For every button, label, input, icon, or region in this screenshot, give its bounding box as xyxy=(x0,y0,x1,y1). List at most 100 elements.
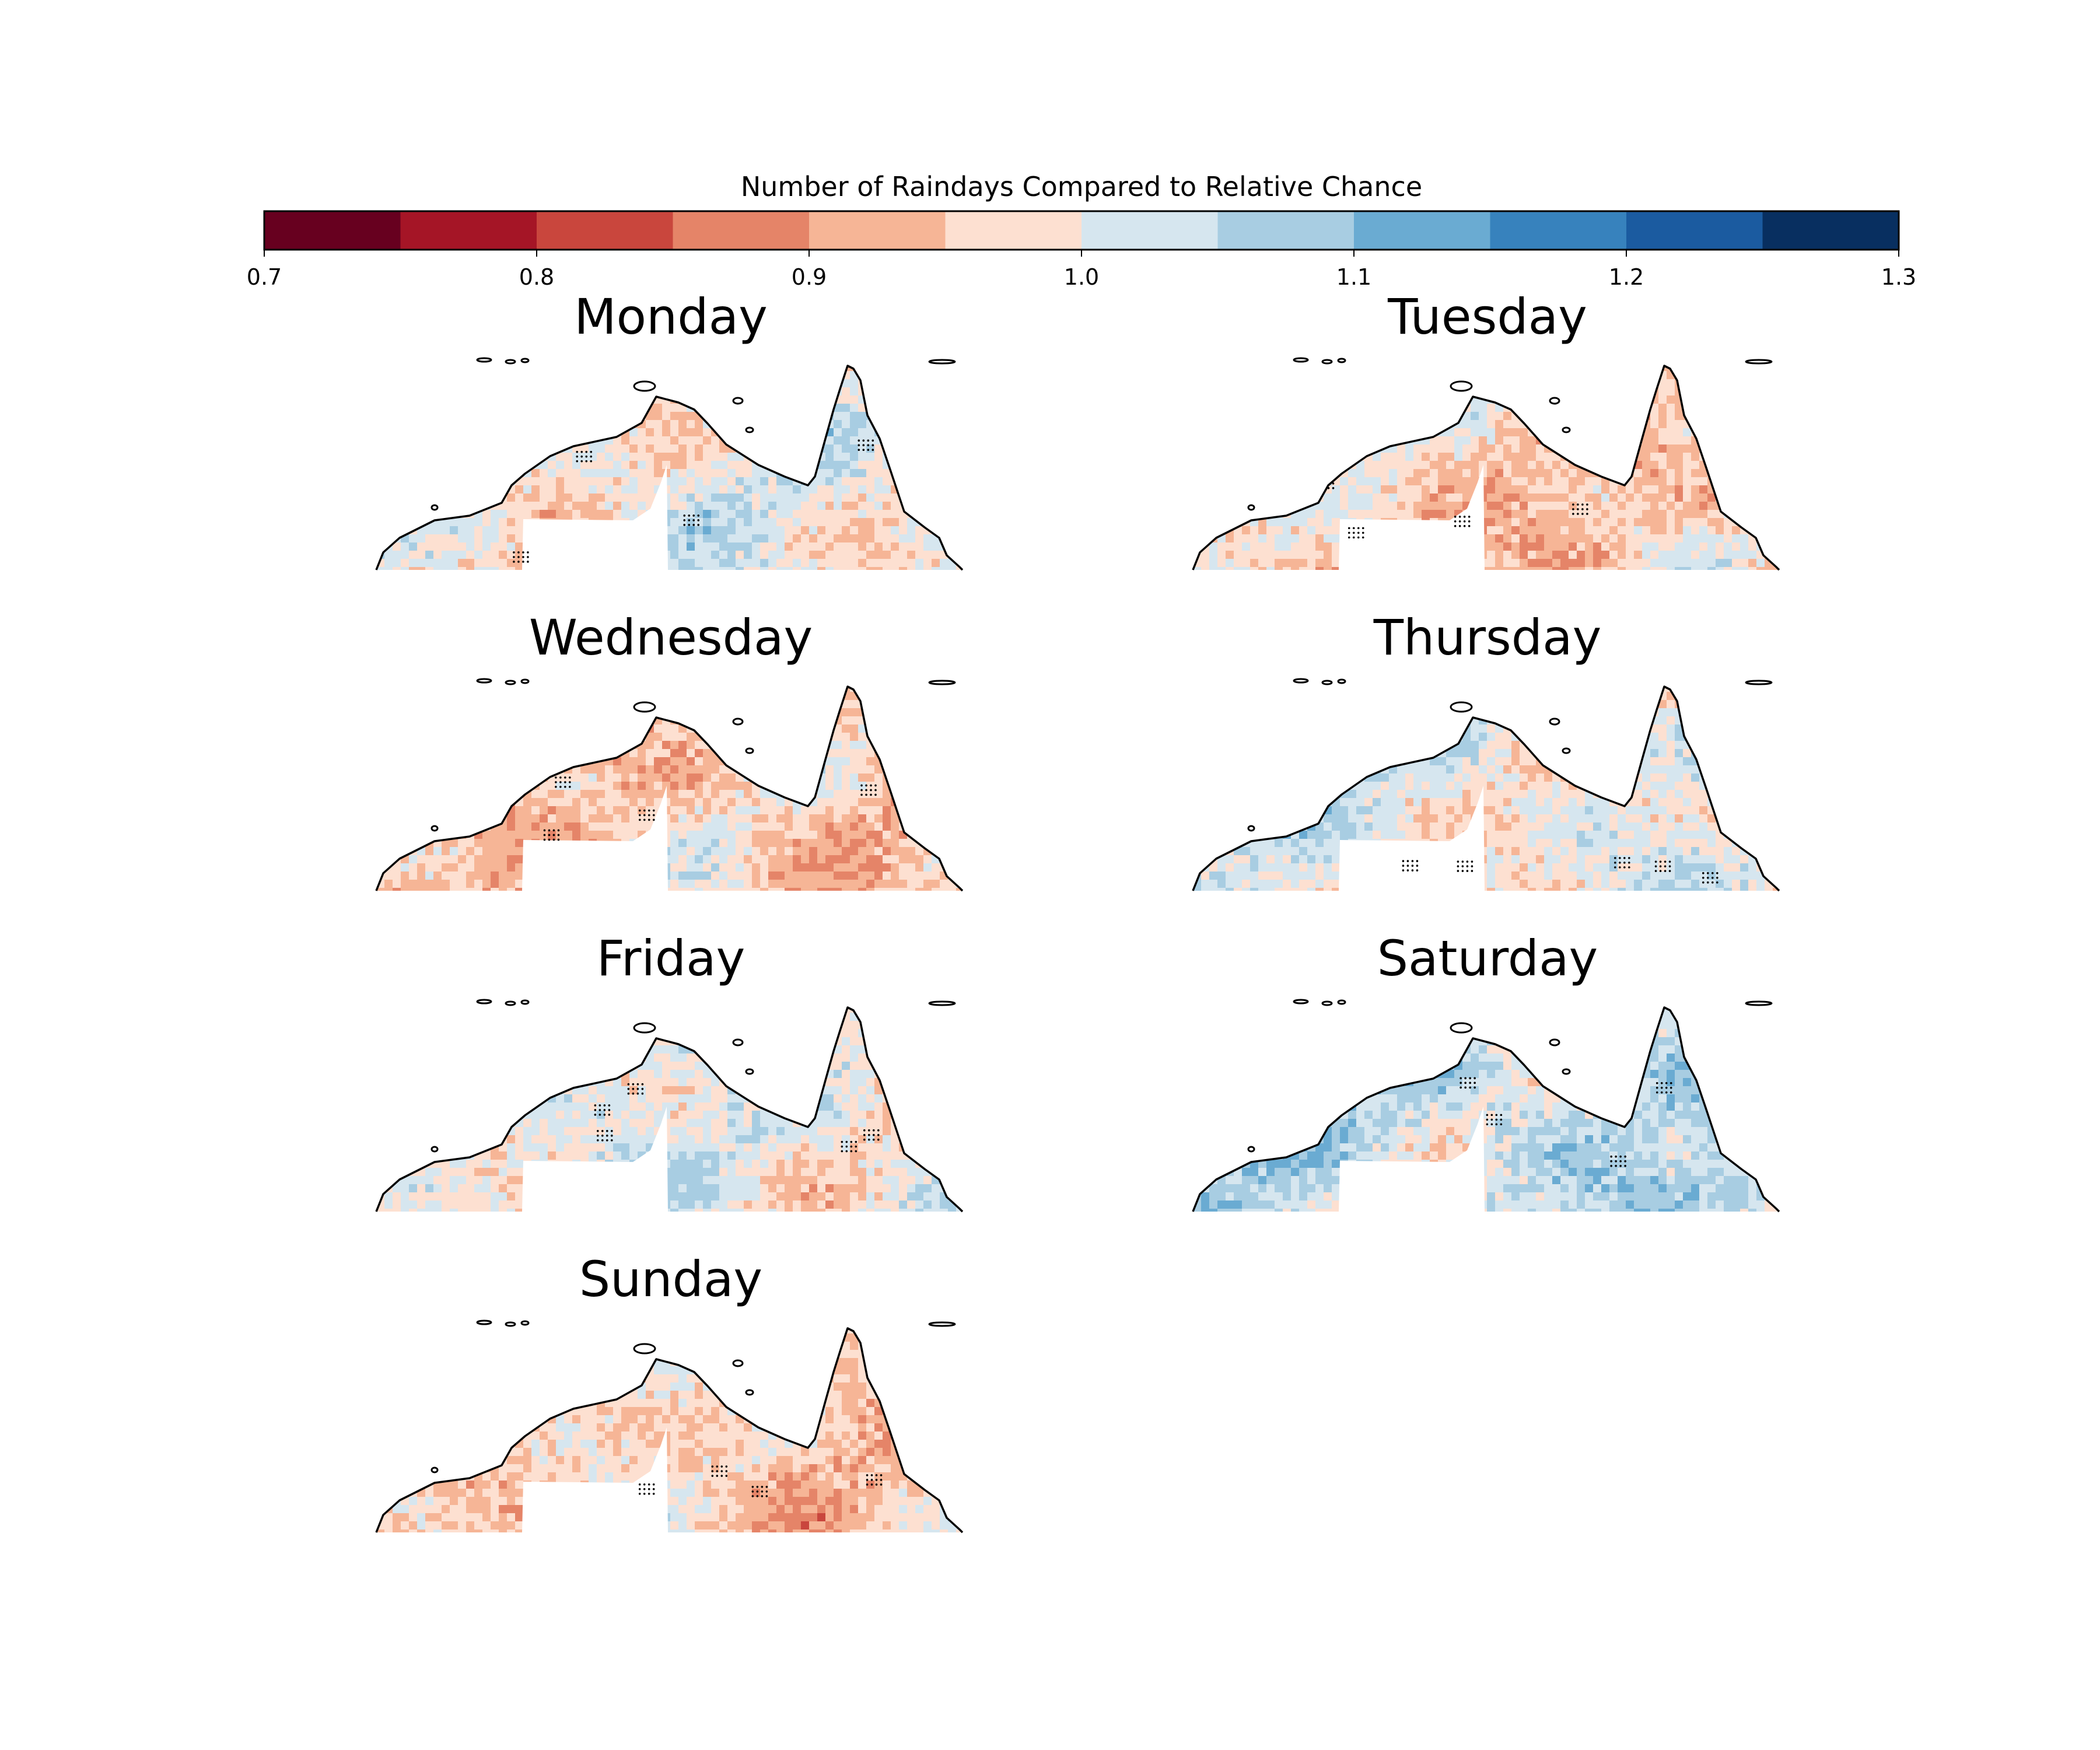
grid-cell xyxy=(605,485,614,494)
grid-cell xyxy=(915,387,924,396)
grid-cell xyxy=(915,436,924,445)
grid-cell xyxy=(1773,387,1779,396)
grid-cell xyxy=(482,518,491,527)
grid-cell xyxy=(425,692,434,701)
grid-cell xyxy=(629,444,638,453)
grid-cell xyxy=(580,366,589,372)
grid-cell xyxy=(956,366,963,372)
grid-cell xyxy=(556,510,565,519)
grid-cell xyxy=(825,371,834,380)
grid-cell xyxy=(597,790,606,799)
grid-cell xyxy=(817,687,826,692)
grid-cell xyxy=(760,469,769,478)
grid-cell xyxy=(1348,477,1357,486)
grid-cell xyxy=(687,453,695,461)
grid-cell xyxy=(948,700,957,709)
grid-cell xyxy=(809,757,818,766)
grid-cell xyxy=(531,366,540,372)
grid-cell xyxy=(589,477,597,486)
grid-cell xyxy=(1707,461,1716,470)
grid-cell xyxy=(801,404,810,412)
grid-cell xyxy=(629,749,638,758)
grid-cell xyxy=(556,396,565,404)
grid-cell xyxy=(1226,379,1234,388)
stipple-dot xyxy=(1709,437,1711,440)
grid-cell xyxy=(907,790,916,799)
grid-cell xyxy=(1430,453,1438,461)
grid-cell xyxy=(744,551,752,559)
grid-cell xyxy=(417,567,426,570)
grid-cell xyxy=(1266,526,1275,535)
stipple-dot xyxy=(1709,442,1711,444)
grid-cell xyxy=(1454,428,1463,437)
grid-cell xyxy=(956,485,963,494)
grid-cell xyxy=(956,708,963,717)
grid-cell xyxy=(899,765,908,774)
grid-cell xyxy=(442,420,450,429)
grid-cell xyxy=(629,477,638,486)
grid-cell xyxy=(597,379,606,388)
grid-cell xyxy=(621,741,630,750)
grid-cell xyxy=(474,461,483,470)
grid-cell xyxy=(891,436,900,445)
grid-cell xyxy=(1748,551,1757,559)
grid-cell xyxy=(1626,379,1634,388)
grid-cell xyxy=(1520,436,1528,445)
grid-cell xyxy=(1479,420,1488,429)
grid-cell xyxy=(719,749,728,758)
grid-cell xyxy=(923,567,932,570)
grid-cell xyxy=(564,502,573,510)
grid-cell xyxy=(572,436,581,445)
grid-cell xyxy=(474,716,483,725)
grid-cell xyxy=(1462,371,1471,380)
grid-cell xyxy=(662,453,671,461)
grid-cell xyxy=(1691,371,1700,380)
grid-cell xyxy=(1773,485,1779,494)
stipple-dot xyxy=(517,556,520,558)
grid-cell xyxy=(1748,428,1757,437)
grid-cell xyxy=(1471,366,1479,372)
stipple-dot xyxy=(513,556,515,558)
grid-cell xyxy=(621,494,630,502)
grid-cell xyxy=(442,436,450,445)
grid-cell xyxy=(450,420,459,429)
grid-cell xyxy=(1732,371,1741,380)
grid-cell xyxy=(1511,518,1520,527)
grid-cell xyxy=(1307,366,1316,372)
grid-cell xyxy=(874,518,883,527)
grid-cell xyxy=(687,741,695,750)
grid-cell xyxy=(425,396,434,404)
grid-cell xyxy=(589,404,597,412)
grid-cell xyxy=(801,396,810,404)
grid-cell xyxy=(932,510,940,519)
grid-cell xyxy=(482,477,491,486)
grid-cell xyxy=(548,428,556,437)
grid-cell xyxy=(785,420,793,429)
grid-cell xyxy=(1634,469,1643,478)
grid-cell xyxy=(932,494,940,502)
stipple-dot xyxy=(1468,520,1471,523)
grid-cell xyxy=(499,757,508,766)
grid-cell xyxy=(540,733,548,741)
grid-cell xyxy=(1356,412,1365,421)
grid-cell xyxy=(915,749,924,758)
grid-cell xyxy=(450,366,459,372)
stipple-dot xyxy=(858,439,860,442)
grid-cell xyxy=(1291,477,1300,486)
grid-cell xyxy=(1593,404,1602,412)
grid-cell xyxy=(1299,396,1308,404)
grid-cell xyxy=(923,700,932,709)
grid-cell xyxy=(785,428,793,437)
grid-cell xyxy=(376,371,385,380)
grid-cell xyxy=(1430,404,1438,412)
grid-cell xyxy=(1364,366,1373,372)
grid-cell xyxy=(842,534,850,543)
grid-cell xyxy=(752,436,761,445)
grid-cell xyxy=(1593,485,1602,494)
grid-cell xyxy=(474,757,483,766)
grid-cell xyxy=(727,379,736,388)
grid-cell xyxy=(605,494,614,502)
grid-cell xyxy=(1626,502,1634,510)
grid-cell xyxy=(613,469,622,478)
grid-cell xyxy=(1275,444,1283,453)
